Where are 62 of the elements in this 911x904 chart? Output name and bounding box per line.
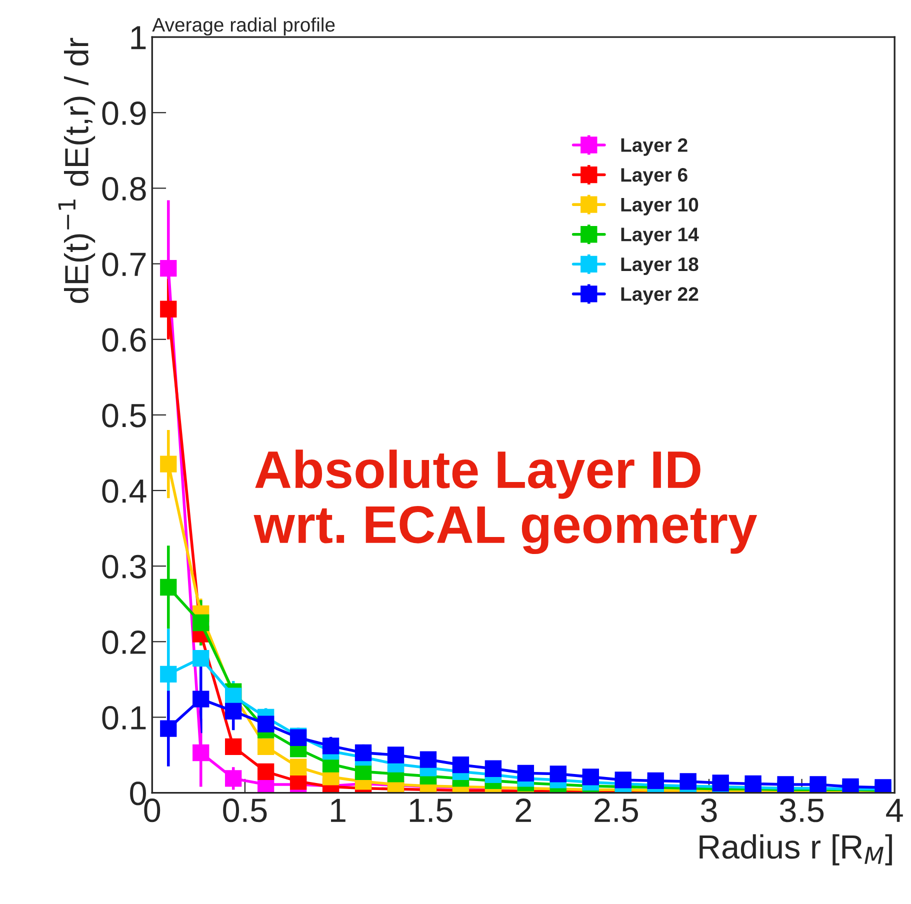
point [290, 758, 307, 776]
y-tick-label: 0.2 [102, 630, 146, 654]
y-tick-label: 0.7 [102, 252, 146, 276]
point [484, 760, 502, 777]
legend-label: Layer 22 [621, 287, 698, 305]
point [225, 738, 242, 756]
point [257, 716, 274, 732]
point [387, 746, 404, 764]
y-tick-label: 1 [131, 26, 146, 50]
point [842, 778, 859, 793]
legend-label: Layer 14 [621, 228, 699, 246]
point [160, 578, 177, 596]
legend-label: Layer 18 [621, 257, 698, 275]
y-tick-label: 0.8 [102, 177, 146, 201]
point [744, 775, 762, 792]
x-tick-label: 1 [331, 798, 346, 822]
point [452, 756, 470, 774]
point [160, 300, 177, 318]
x-tick-label: 3.5 [780, 798, 824, 822]
point [680, 773, 696, 790]
x-tick-label: 4 [886, 798, 903, 822]
legend-label: Layer 2 [621, 138, 688, 156]
point [160, 456, 177, 472]
point [420, 751, 437, 768]
point [160, 260, 177, 277]
point [354, 744, 372, 762]
y-tick-label: 0.6 [102, 328, 146, 352]
annotation: Absolute Layer ID wrt. ECAL geometry [254, 450, 758, 554]
point [192, 650, 210, 667]
y-axis-title: dE(t)$^{−1}$ dE(t,r) / dr [58, 38, 96, 303]
x-tick-label: 3 [700, 798, 717, 822]
point [160, 720, 177, 737]
y-tick-label: 0.3 [102, 554, 146, 578]
point [614, 772, 632, 788]
point [517, 764, 534, 782]
point [257, 738, 274, 756]
x-axis-title: Radius r [R$_{M}$] [700, 834, 892, 866]
chart-title: Average radial profile [152, 17, 335, 36]
point [192, 614, 210, 632]
point [550, 766, 567, 782]
x-tick-label: 2.5 [594, 798, 638, 822]
point [225, 702, 242, 720]
y-tick-label: 0.1 [102, 706, 146, 730]
point [192, 744, 210, 762]
y-tick-label: 0.9 [102, 101, 146, 126]
point [225, 770, 242, 787]
y-tick-label: 0 [130, 782, 146, 806]
point [647, 772, 664, 790]
x-tick-label: 1.5 [410, 798, 452, 822]
point [810, 776, 826, 793]
point [582, 768, 599, 786]
x-tick-label: 0.5 [223, 798, 267, 822]
point [192, 690, 210, 708]
point [777, 776, 794, 793]
x-tick-label: 2 [516, 798, 531, 822]
legend-label: Layer 10 [621, 198, 698, 216]
point [160, 666, 177, 682]
y-tick-label: 0.5 [102, 404, 146, 428]
legend-label: Layer 6 [621, 168, 688, 186]
point [322, 738, 340, 754]
y-tick-label: 0.4 [102, 479, 146, 503]
point [257, 763, 274, 780]
